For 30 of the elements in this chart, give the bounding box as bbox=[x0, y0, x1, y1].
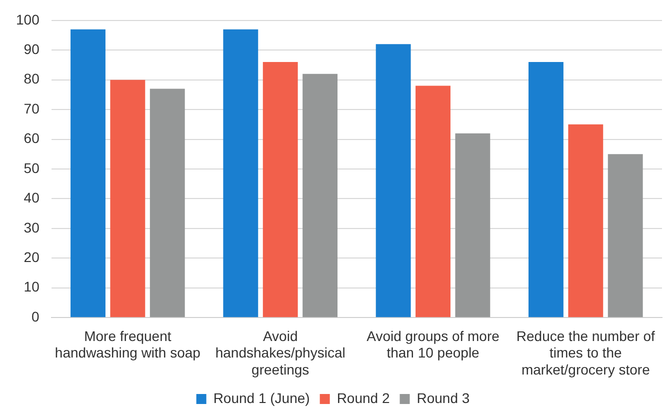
y-tick-label: 100 bbox=[16, 11, 40, 28]
bar bbox=[223, 29, 258, 318]
y-tick-label: 90 bbox=[24, 40, 40, 57]
legend-label: Round 3 bbox=[416, 390, 470, 406]
y-tick-label: 50 bbox=[24, 160, 40, 176]
bar bbox=[416, 86, 450, 318]
y-tick-label: 60 bbox=[24, 130, 40, 146]
bar bbox=[376, 44, 411, 318]
bar bbox=[70, 29, 106, 318]
x-tick-label: More frequent handwashing with soap bbox=[54, 328, 201, 361]
bar bbox=[110, 80, 146, 318]
legend-label: Round 2 bbox=[336, 390, 390, 406]
legend-label: Round 1 (June) bbox=[213, 390, 310, 406]
x-tick-label: Reduce the number of times to the market/grocery store bbox=[516, 328, 656, 378]
y-tick-label: 0 bbox=[32, 308, 40, 324]
bar bbox=[262, 62, 298, 318]
y-tick-label: 70 bbox=[24, 100, 40, 116]
bar bbox=[568, 124, 604, 318]
x-tick-label: Avoid groups of more than 10 people bbox=[366, 328, 500, 361]
bar bbox=[302, 74, 338, 318]
y-tick-label: 80 bbox=[24, 70, 40, 87]
y-tick-label: 20 bbox=[24, 249, 40, 266]
bar bbox=[608, 154, 643, 318]
bar bbox=[528, 62, 564, 318]
y-tick-label: 30 bbox=[24, 219, 40, 236]
x-tick-label: Avoid handshakes/physical greetings bbox=[215, 328, 346, 378]
y-tick-label: 40 bbox=[24, 190, 40, 206]
bar bbox=[150, 88, 185, 318]
y-tick-label: 10 bbox=[24, 278, 40, 295]
bar bbox=[455, 133, 490, 318]
